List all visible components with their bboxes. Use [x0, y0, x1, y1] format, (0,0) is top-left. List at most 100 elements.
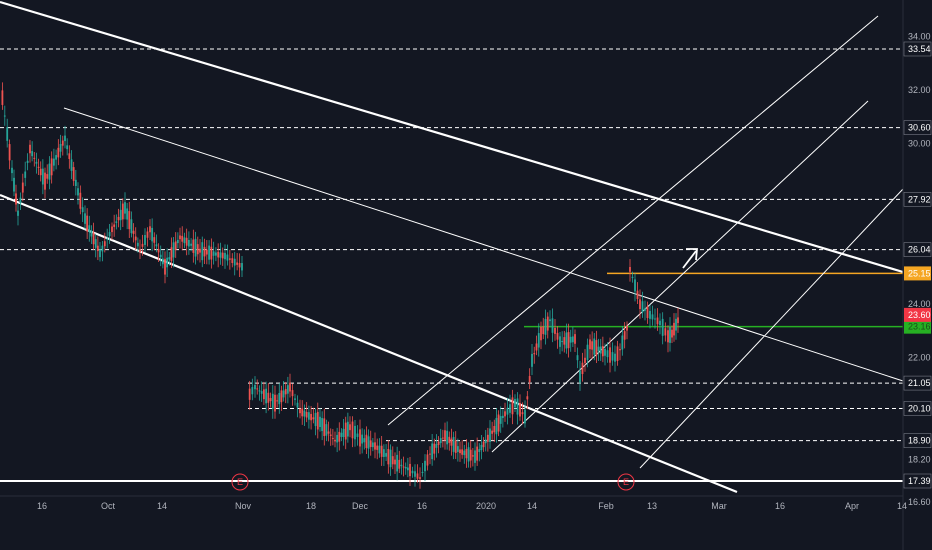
- candle-body: [531, 353, 533, 367]
- candle-body: [382, 449, 385, 457]
- candle-body: [301, 408, 304, 417]
- candle-body: [528, 376, 531, 383]
- candle-body: [634, 279, 636, 292]
- candle-body: [511, 397, 514, 415]
- arrow-shaft: [682, 250, 697, 269]
- candle-body: [646, 306, 649, 319]
- candle-body: [96, 245, 99, 252]
- candle-body: [644, 308, 646, 311]
- candle-body: [452, 436, 455, 452]
- candle-body: [312, 417, 315, 420]
- candle-body: [673, 322, 675, 336]
- candle-body: [132, 230, 135, 234]
- candle-body: [340, 432, 343, 437]
- candle-body: [611, 352, 614, 361]
- candle-body: [66, 145, 69, 150]
- price-tick-label: 32.00: [908, 85, 931, 95]
- candle-body: [151, 227, 154, 242]
- candle-body: [106, 238, 109, 240]
- time-tick-label: 18: [306, 501, 316, 511]
- candle-body: [521, 412, 524, 415]
- candle-body: [504, 411, 506, 417]
- candle-body: [595, 340, 598, 356]
- level-price-label: 27.92: [908, 194, 931, 204]
- candle-body: [6, 127, 9, 141]
- candle-body: [526, 396, 529, 400]
- candle-body: [509, 404, 511, 413]
- candle-body: [276, 400, 279, 402]
- channel-line: [639, 188, 904, 469]
- candle-body: [205, 249, 208, 255]
- candle-body: [567, 332, 570, 349]
- candle-body: [465, 448, 468, 459]
- candle-body: [599, 346, 602, 354]
- candle-body: [90, 230, 93, 237]
- candle-body: [493, 426, 496, 433]
- candle-body: [33, 157, 36, 159]
- candle-body: [111, 226, 113, 233]
- candle-body: [439, 438, 442, 444]
- candle-body: [228, 258, 231, 260]
- candle-body: [199, 248, 201, 253]
- candle-body: [589, 339, 591, 350]
- price-tick-label: 16.60: [908, 497, 931, 507]
- candle-body: [201, 242, 204, 261]
- arrow-head: [686, 248, 698, 261]
- candle-body: [581, 362, 584, 375]
- candle-body: [113, 224, 116, 227]
- time-axis: 16 Oct 14 Nov 18 Dec 16 2020 14 Feb 13 Mar 16 Apr 14: [0, 495, 907, 511]
- time-tick-label: 16: [37, 501, 47, 511]
- candle-body: [21, 182, 24, 193]
- level-price-tag: [903, 41, 932, 57]
- candle-body: [86, 215, 89, 232]
- candle-body: [334, 439, 336, 442]
- candle-body: [74, 179, 77, 187]
- candle-body: [251, 387, 254, 395]
- candle-body: [278, 392, 281, 405]
- candle-body: [486, 434, 489, 442]
- candle-body: [604, 348, 606, 356]
- candle-body: [172, 242, 175, 258]
- candle-body: [677, 317, 679, 324]
- candle-body: [574, 334, 576, 344]
- candle-body: [437, 441, 440, 445]
- candle-body: [626, 325, 628, 331]
- projection-arrow-icon: [682, 248, 698, 269]
- candle-body: [170, 247, 173, 261]
- level-price-label: 18.90: [908, 436, 931, 446]
- candle-body: [639, 299, 641, 310]
- candle-body: [363, 438, 366, 443]
- candle-body: [196, 244, 199, 255]
- price-tick-label: 34.00: [908, 32, 931, 42]
- candle-body: [535, 343, 538, 351]
- candle-body: [254, 385, 256, 390]
- time-tick-label: Apr: [845, 501, 859, 511]
- level-price-label: 20.10: [908, 404, 931, 414]
- candle-body: [359, 429, 361, 447]
- candle-body: [497, 414, 500, 432]
- level-price-tag: [903, 401, 932, 416]
- candle-body: [441, 437, 444, 439]
- candle-body: [219, 252, 222, 258]
- earnings-marker[interactable]: E: [617, 473, 635, 491]
- candle-body: [166, 257, 169, 268]
- candle-body: [542, 326, 545, 335]
- candle-body: [597, 346, 600, 352]
- candle-body: [8, 144, 11, 161]
- candle-body: [164, 258, 166, 275]
- candle-body: [159, 254, 162, 258]
- candle-body: [584, 357, 586, 363]
- candle-body: [241, 263, 243, 271]
- candle-body: [19, 197, 22, 204]
- candle-body: [203, 246, 206, 257]
- candle-body: [331, 437, 334, 439]
- candle-body: [484, 439, 487, 444]
- candle-body: [365, 434, 368, 448]
- candle-body: [192, 239, 195, 253]
- earnings-marker[interactable]: E: [231, 473, 249, 491]
- candle-body: [24, 171, 27, 178]
- earnings-label: E: [237, 477, 243, 487]
- candle-body: [404, 467, 407, 469]
